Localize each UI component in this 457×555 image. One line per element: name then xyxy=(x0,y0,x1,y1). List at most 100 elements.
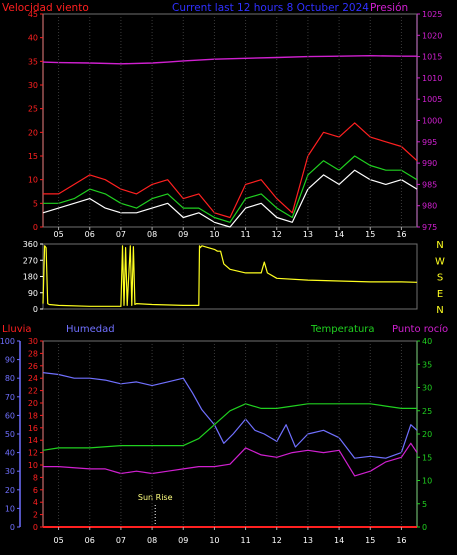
rain-tick-label: 20 xyxy=(28,399,38,408)
temperature-tick-label: 40 xyxy=(422,337,432,346)
rain-tick-label: 16 xyxy=(28,424,38,433)
humidity-tick-label: 10 xyxy=(5,504,15,513)
x-tick-label: 16 xyxy=(396,536,406,545)
compass-label: W xyxy=(435,256,445,267)
rain-tick-label: 10 xyxy=(28,461,38,470)
wind-line xyxy=(42,169,418,228)
wind-speed-tick-label: 20 xyxy=(28,128,38,137)
wind-speed-tick-label: 25 xyxy=(28,105,38,114)
humidity-tick-label: 70 xyxy=(5,393,15,402)
wind-speed-tick-label: 5 xyxy=(33,199,38,208)
pressure-tick-label: 1020 xyxy=(422,31,442,40)
humidity-tick-label: 100 xyxy=(0,337,15,346)
humidity-temperature-panel: 0 10 20 30 40 50 60 70 80 90 100 0 2 4 6 8 10 12 14 16 18 20… xyxy=(0,337,432,545)
temperature-tick-label: 35 xyxy=(422,360,432,369)
wind-speed-tick-label: 45 xyxy=(28,10,38,19)
direction-tick-label: 180 xyxy=(23,273,38,282)
direction-tick-label: 360 xyxy=(23,240,38,249)
pressure-tick-label: 1015 xyxy=(422,53,442,62)
x-tick-label: 13 xyxy=(303,230,313,239)
wind-speed-header: Velocidad viento xyxy=(2,2,89,14)
direction-tick-label: 0 xyxy=(33,305,38,314)
temperature-ticks: 0 5 10 15 20 25 30 35 40 xyxy=(417,337,432,532)
pressure-tick-label: 995 xyxy=(422,138,437,147)
x-tick-label: 15 xyxy=(365,536,375,545)
pressure-header: Presión xyxy=(370,2,408,14)
humidity-tick-label: 90 xyxy=(5,356,15,365)
rain-tick-label: 6 xyxy=(33,486,38,495)
x-tick-label: 09 xyxy=(178,230,188,239)
wind-time-axis: 05 06 07 08 09 10 11 12 13 14 15 16 xyxy=(53,14,407,239)
rain-tick-label: 8 xyxy=(33,473,38,482)
humidity-tick-label: 20 xyxy=(5,486,15,495)
chart-title: Current last 12 hours 8 Octuber 2024 xyxy=(172,2,369,14)
humidity-plot-frame xyxy=(42,340,418,528)
temperature-tick-label: 5 xyxy=(422,500,427,509)
pressure-line xyxy=(42,55,417,65)
direction-tick-label: 90 xyxy=(28,289,38,298)
x-tick-label: 16 xyxy=(396,230,406,239)
direction-plot-frame xyxy=(42,243,418,310)
humidity-tick-label: 50 xyxy=(5,430,15,439)
direction-ticks: 0 90 180 270 360 xyxy=(23,240,43,314)
pressure-tick-label: 1025 xyxy=(422,10,442,19)
x-tick-label: 10 xyxy=(209,230,219,239)
wind-speed-ticks: 0 5 10 15 20 25 30 35 40 45 xyxy=(28,10,43,232)
x-tick-label: 12 xyxy=(272,536,282,545)
pressure-tick-label: 985 xyxy=(422,180,437,189)
rain-tick-label: 2 xyxy=(33,511,38,520)
humidity-time-axis: 05 06 07 08 09 10 11 12 13 14 15 16 xyxy=(53,341,407,545)
temperature-tick-label: 15 xyxy=(422,453,432,462)
wind-pressure-series xyxy=(42,55,418,228)
rain-tick-label: 0 xyxy=(33,523,38,532)
compass-label: E xyxy=(437,289,443,300)
rain-tick-label: 4 xyxy=(33,498,38,507)
rain-tick-label: 14 xyxy=(28,436,38,445)
temperature-line xyxy=(42,403,417,451)
humidity-tick-label: 30 xyxy=(5,467,15,476)
temperature-tick-label: 30 xyxy=(422,384,432,393)
wind-speed-tick-label: 30 xyxy=(28,81,38,90)
wind-speed-tick-label: 15 xyxy=(28,152,38,161)
temperature-tick-label: 0 xyxy=(422,523,427,532)
humidity-tick-label: 80 xyxy=(5,374,15,383)
wind-speed-tick-label: 0 xyxy=(33,223,38,232)
x-tick-label: 06 xyxy=(85,230,95,239)
sunrise-label: Sun Rise xyxy=(138,493,173,502)
sunrise-annotation: Sun Rise xyxy=(138,493,173,527)
x-tick-label: 09 xyxy=(178,536,188,545)
humidity-tick-label: 60 xyxy=(5,411,15,420)
x-tick-label: 08 xyxy=(147,536,157,545)
x-tick-label: 07 xyxy=(116,230,126,239)
compass-label: N xyxy=(436,240,443,251)
x-tick-label: 08 xyxy=(147,230,157,239)
pressure-tick-label: 980 xyxy=(422,202,437,211)
x-tick-label: 10 xyxy=(209,536,219,545)
rain-tick-label: 12 xyxy=(28,449,38,458)
pressure-ticks: 975 980 985 990 995 1000 1005 1010 1015 1020 1025 xyxy=(417,10,442,232)
x-tick-label: 06 xyxy=(85,536,95,545)
humidity-line xyxy=(42,372,418,459)
x-tick-label: 05 xyxy=(53,230,63,239)
x-tick-label: 14 xyxy=(334,230,344,239)
pressure-tick-label: 990 xyxy=(422,159,437,168)
wind-speed-tick-label: 10 xyxy=(28,176,38,185)
dewpoint-line xyxy=(43,442,418,477)
average-line xyxy=(43,155,418,223)
rain-header: Lluvia xyxy=(2,324,32,335)
x-tick-label: 15 xyxy=(365,230,375,239)
rain-tick-label: 18 xyxy=(28,411,38,420)
x-tick-label: 11 xyxy=(240,230,250,239)
wind-speed-tick-label: 35 xyxy=(28,57,38,66)
x-tick-label: 07 xyxy=(116,536,126,545)
x-tick-label: 12 xyxy=(272,230,282,239)
dewpoint-header: Punto rocío xyxy=(392,323,448,335)
rain-tick-label: 30 xyxy=(28,337,38,346)
rain-tick-label: 28 xyxy=(28,349,38,358)
pressure-tick-label: 1000 xyxy=(422,117,442,126)
compass-label: S xyxy=(437,273,443,284)
pressure-tick-label: 1010 xyxy=(422,74,442,83)
